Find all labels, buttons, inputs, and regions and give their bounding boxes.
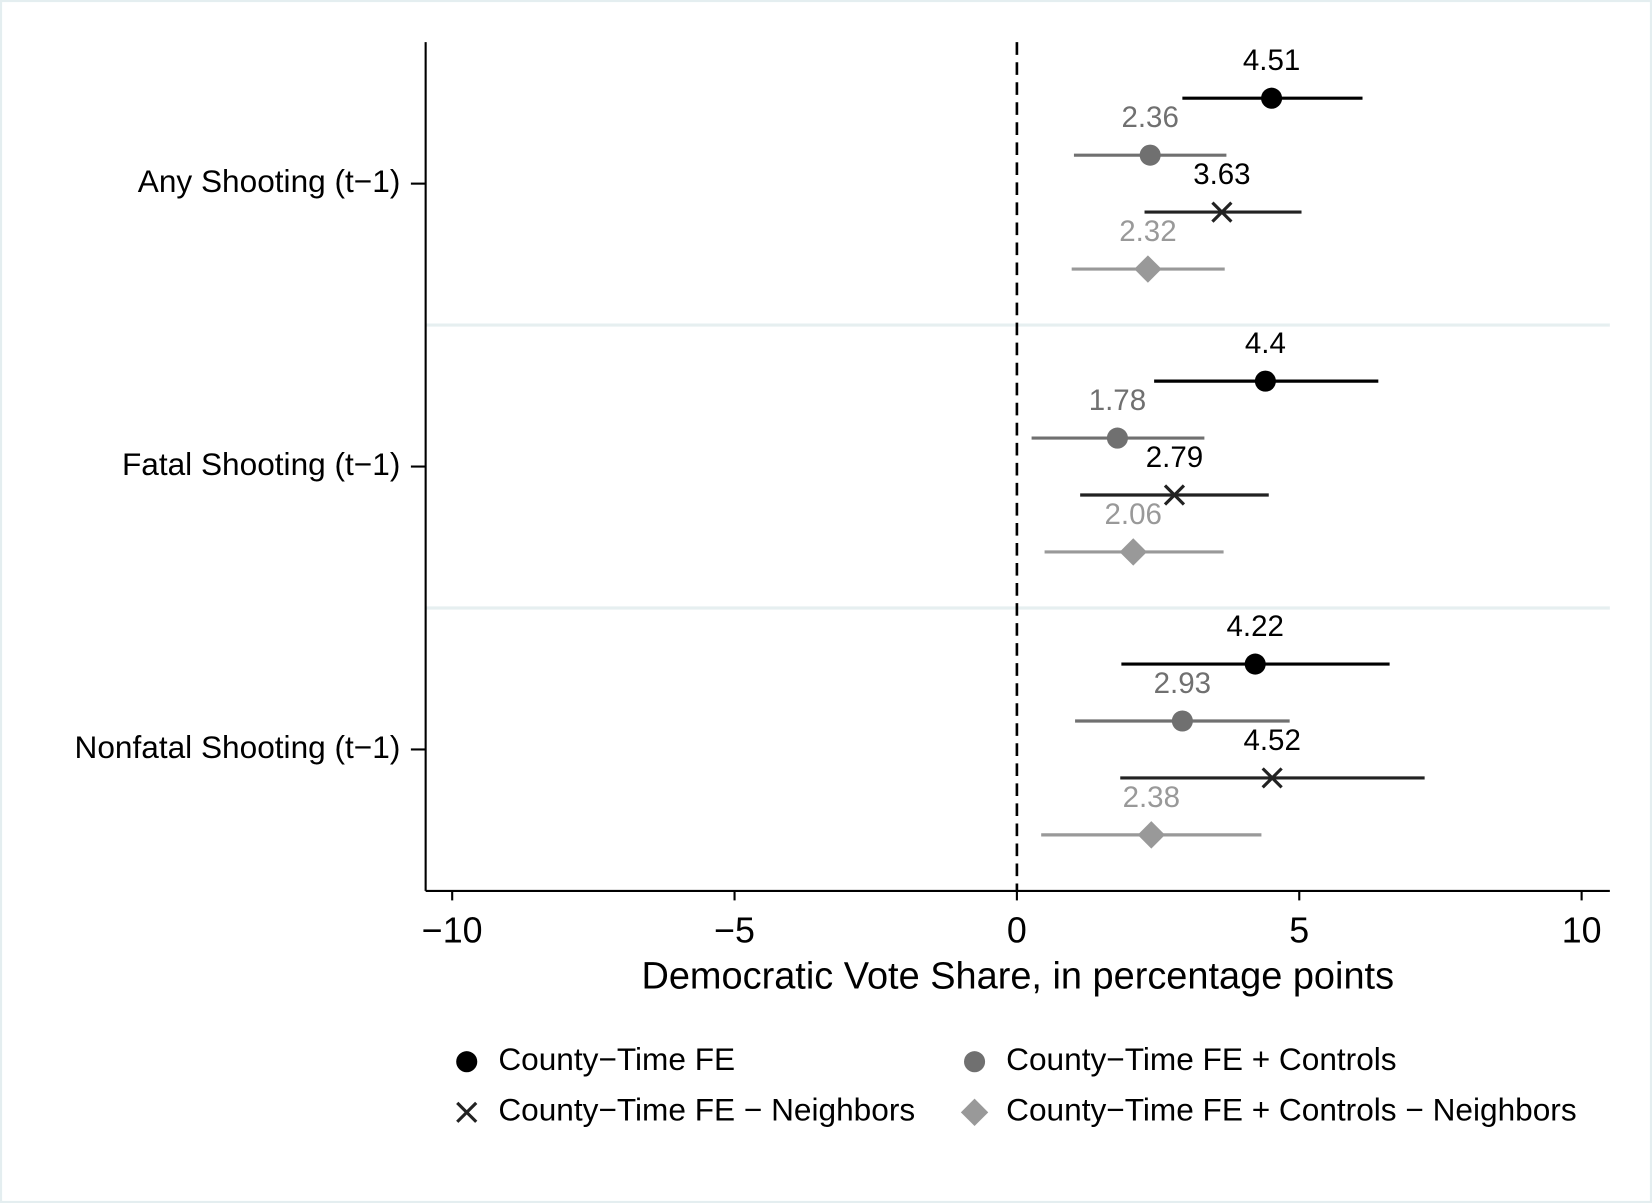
value-label: 4.52 xyxy=(1243,724,1300,757)
point xyxy=(1244,653,1266,675)
y-tick-label: Any Shooting (t−1) xyxy=(138,163,401,199)
x-tick-label: −10 xyxy=(422,911,483,951)
x-tick-label: −5 xyxy=(714,911,755,951)
x-axis-title: Democratic Vote Share, in percentage poi… xyxy=(641,955,1394,997)
legend-marker xyxy=(456,1051,478,1073)
point xyxy=(1254,370,1276,392)
value-label: 2.79 xyxy=(1146,441,1203,474)
legend-label: County−Time FE xyxy=(498,1041,735,1077)
point xyxy=(1261,767,1283,789)
point xyxy=(1119,538,1147,566)
legend-label: County−Time FE + Controls − Neighbors xyxy=(1006,1092,1576,1128)
value-label: 4.22 xyxy=(1227,610,1284,643)
x-tick-label: 5 xyxy=(1289,911,1309,951)
point xyxy=(1261,87,1283,109)
value-label: 2.32 xyxy=(1119,215,1176,248)
value-label: 3.63 xyxy=(1193,158,1250,191)
value-label: 1.78 xyxy=(1089,384,1146,417)
value-label: 2.06 xyxy=(1105,498,1162,531)
legend-label: County−Time FE + Controls xyxy=(1006,1041,1396,1077)
legend-marker xyxy=(964,1051,986,1073)
y-tick-label: Nonfatal Shooting (t−1) xyxy=(75,729,401,765)
value-label: 2.36 xyxy=(1121,101,1178,134)
y-tick-label: Fatal Shooting (t−1) xyxy=(122,446,400,482)
legend-label: County−Time FE − Neighbors xyxy=(498,1092,915,1128)
x-tick-label: 0 xyxy=(1007,911,1027,951)
x-tick-label: 10 xyxy=(1562,911,1602,951)
value-label: 2.38 xyxy=(1123,781,1180,814)
point xyxy=(1171,710,1193,732)
point xyxy=(1137,821,1166,849)
point xyxy=(1134,255,1162,283)
point xyxy=(1163,484,1186,506)
value-label: 2.93 xyxy=(1154,667,1211,700)
value-label: 4.51 xyxy=(1243,44,1300,77)
point xyxy=(1211,201,1233,223)
value-label: 4.4 xyxy=(1245,327,1286,360)
legend-marker xyxy=(456,1101,478,1123)
point xyxy=(1106,427,1128,449)
point xyxy=(1139,144,1161,166)
